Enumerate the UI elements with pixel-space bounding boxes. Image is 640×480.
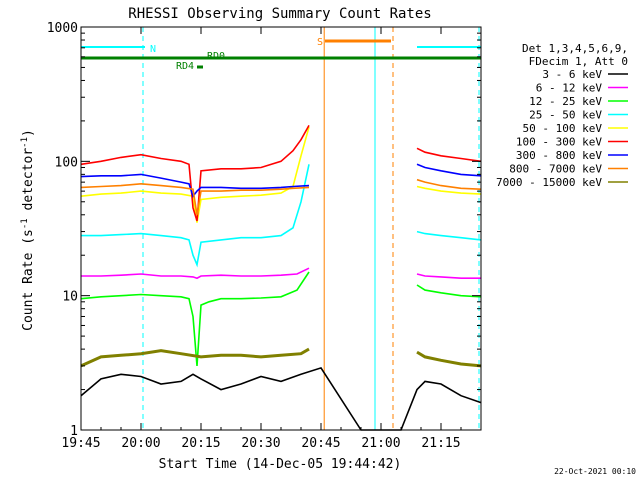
series-line [416,350,482,368]
series-line [80,173,310,198]
flag-bar-rd4 [197,65,203,69]
y-tick-label: 1 [70,424,78,439]
x-tick-label: 20:00 [121,436,160,451]
legend-label: 50 - 100 keV [523,122,603,135]
y-axis-label: Count Rate (s-1 detector-1) [20,129,36,331]
legend-label: 7000 - 15000 keV [496,176,602,189]
chart-title: RHESSI Observing Summary Count Rates [128,6,431,22]
footer-date: 22-Oct-2021 00:10 [554,467,636,476]
series-line [416,147,482,163]
x-tick-label: 21:00 [361,436,400,451]
y-tick-label: 100 [55,155,78,170]
legend-label: 12 - 25 keV [529,95,602,108]
series-line [416,284,482,298]
series-line [80,366,482,431]
y-axis-label-mid: detector [21,148,36,219]
y-tick-label: 1000 [47,21,78,36]
flag-label-rd0: RD0 [207,51,225,62]
legend-label: 25 - 50 keV [529,109,602,122]
legend-label: 300 - 800 keV [516,149,602,162]
series-line [80,126,310,223]
y-axis-label-sup1: -1 [20,218,30,229]
legend-header-line-1: Det 1,3,4,5,6,9, [522,42,628,55]
y-axis-label-main: Count Rate (s [21,229,36,331]
x-axis-label: Start Time (14-Dec-05 19:44:42) [159,457,402,472]
flag-label-rd4: RD4 [176,61,194,72]
legend-label: 100 - 300 keV [516,136,602,149]
series-line [416,230,482,241]
y-axis-ticks: 1 10 100 1000 [47,21,481,439]
flag-bar-n [81,46,145,48]
y-tick-label: 10 [62,290,78,305]
x-axis-ticks: 19:45 20:00 20:15 20:30 20:45 21:00 21:15 [61,27,462,451]
y-axis-label-end: ) [21,129,36,137]
x-tick-label: 19:45 [61,436,100,451]
series-line [81,267,310,280]
x-tick-label: 20:15 [181,436,220,451]
y-axis-label-sup2: -1 [20,137,30,148]
legend: Det 1,3,4,5,6,9, FDecim 1, Att 0 3 - 6 k… [496,42,628,189]
flag-bar-s [325,39,391,43]
series-line [80,347,310,368]
series-line [416,163,482,177]
series-line [416,178,482,190]
flag-bar-rd0 [81,56,481,60]
series-line [416,185,482,195]
series-line [416,273,481,280]
series-line [81,164,310,268]
flag-bar-n [417,46,481,48]
legend-label: 800 - 7000 keV [509,163,602,176]
flag-bars: N S RD0 RD4 [81,37,481,72]
legend-label: 3 - 6 keV [542,68,602,81]
x-tick-label: 20:30 [241,436,280,451]
series-layer [80,125,482,431]
series-line [80,182,310,215]
x-tick-label: 21:15 [421,436,460,451]
flag-label-s: S [317,37,323,48]
legend-header-line-2: FDecim 1, Att 0 [529,55,628,68]
x-tick-label: 20:45 [301,436,340,451]
legend-label: 6 - 12 keV [536,82,603,95]
series-line [80,125,310,222]
series-line [80,271,310,366]
flag-label-n: N [150,44,156,55]
